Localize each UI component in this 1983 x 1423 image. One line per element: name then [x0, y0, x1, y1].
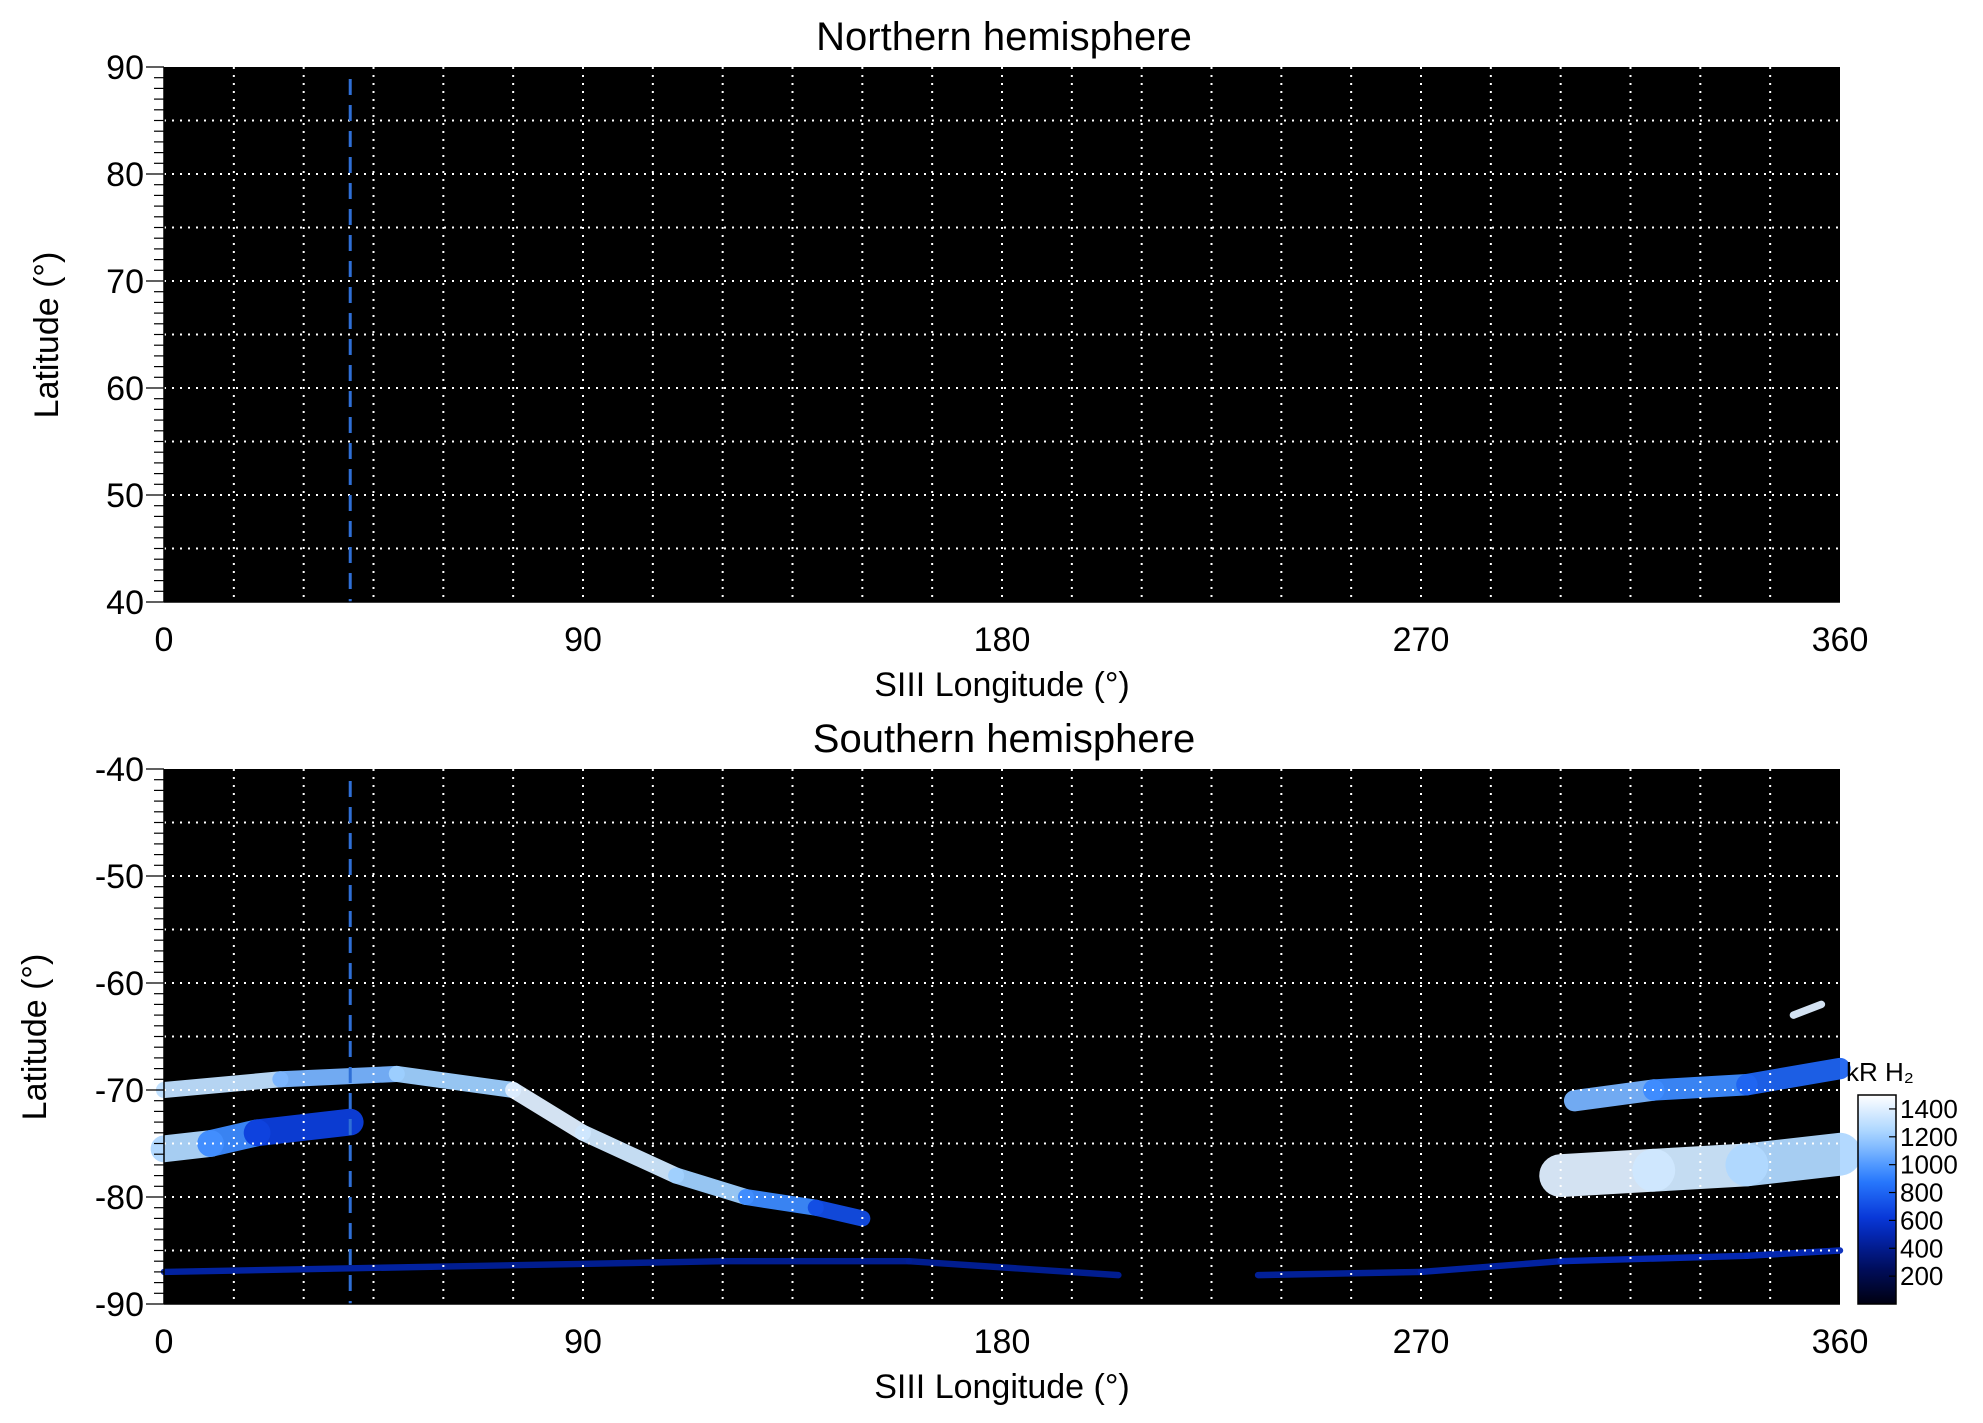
north-x-axis: 0 90 180 270 360 — [155, 601, 1869, 659]
emission-band-6-segment — [1254, 1268, 1425, 1279]
x-tick-label: 360 — [1812, 1323, 1869, 1361]
y-tick-label: 60 — [106, 370, 144, 408]
emission-band-6-segment — [1557, 1252, 1751, 1265]
north-x-axis-label: SIII Longitude (°) — [874, 666, 1130, 704]
y-tick-label: -70 — [95, 1072, 144, 1110]
y-tick-label: 50 — [106, 477, 144, 515]
south-x-axis-label: SIII Longitude (°) — [874, 1368, 1130, 1406]
north-title: Northern hemisphere — [816, 15, 1192, 59]
emission-band-0-segment — [807, 1199, 871, 1227]
x-tick-label: 0 — [155, 621, 174, 659]
emission-band-1-segment — [243, 1108, 364, 1147]
emission-band-0-segment — [505, 1081, 592, 1141]
emission-band-0-segment — [272, 1065, 405, 1088]
x-tick-label: 180 — [974, 621, 1031, 659]
colorbar-tick-label: 1000 — [1900, 1150, 1958, 1180]
south-title: Southern hemisphere — [813, 717, 1195, 761]
x-tick-label: 360 — [1812, 621, 1869, 659]
colorbar-tick-label: 600 — [1900, 1205, 1943, 1235]
emission-band-5-segment — [160, 1263, 447, 1276]
colorbar-label: kR H₂ — [1846, 1057, 1914, 1087]
emission-band-5-segment — [905, 1257, 1122, 1279]
emission-band-3-segment — [1736, 1057, 1851, 1096]
north-panel: Northern hemisphere 40 50 60 70 80 90 0 90 180 2… — [28, 15, 1868, 704]
south-y-axis: -90 -80 -70 -60 -50 -40 — [95, 751, 165, 1324]
x-tick-label: 0 — [155, 1323, 174, 1361]
x-tick-label: 270 — [1393, 1323, 1450, 1361]
y-tick-label: -90 — [95, 1286, 144, 1324]
y-tick-label: -40 — [95, 751, 144, 789]
colorbar-tick-label: 1400 — [1900, 1094, 1958, 1124]
emission-band-0-segment — [574, 1124, 685, 1184]
colorbar-tick-label: 800 — [1900, 1178, 1943, 1208]
x-tick-label: 180 — [974, 1323, 1031, 1361]
emission-band-4-segment — [1789, 1000, 1826, 1019]
emission-band-0-segment — [668, 1167, 754, 1206]
south-grid — [164, 769, 1840, 1304]
y-tick-label: 90 — [106, 49, 144, 87]
colorbar-tick-label: 200 — [1900, 1261, 1943, 1291]
y-tick-label: -60 — [95, 965, 144, 1003]
colorbar-gradient — [1857, 1094, 1897, 1305]
south-panel: Southern hemisphere -90 -80 -70 -60 -50 -40 0… — [16, 717, 1958, 1406]
colorbar-tick-label: 400 — [1900, 1233, 1943, 1263]
x-tick-label: 90 — [564, 621, 602, 659]
emission-band-6-segment — [1743, 1247, 1844, 1260]
y-tick-label: 40 — [106, 584, 144, 622]
y-tick-label: 80 — [106, 156, 144, 194]
x-tick-label: 270 — [1393, 621, 1450, 659]
x-tick-label: 90 — [564, 1323, 602, 1361]
south-y-axis-label: Latitude (°) — [16, 954, 54, 1121]
emission-band-0-segment — [155, 1071, 289, 1099]
emission-band-5-segment — [440, 1257, 726, 1270]
emission-band-0-segment — [737, 1188, 824, 1216]
colorbar-tick-label: 1200 — [1900, 1122, 1958, 1152]
y-tick-label: 70 — [106, 263, 144, 301]
north-grid — [164, 67, 1840, 602]
north-y-axis-label: Latitude (°) — [28, 252, 66, 419]
emission-band-0-segment — [388, 1065, 522, 1099]
y-tick-label: -50 — [95, 858, 144, 896]
north-y-axis: 40 50 60 70 80 90 — [106, 49, 165, 622]
y-tick-label: -80 — [95, 1179, 144, 1217]
emission-band-2-segment — [1725, 1132, 1862, 1187]
south-x-axis: 0 90 180 270 360 — [155, 1303, 1869, 1361]
emission-band-3-segment — [1563, 1079, 1665, 1112]
